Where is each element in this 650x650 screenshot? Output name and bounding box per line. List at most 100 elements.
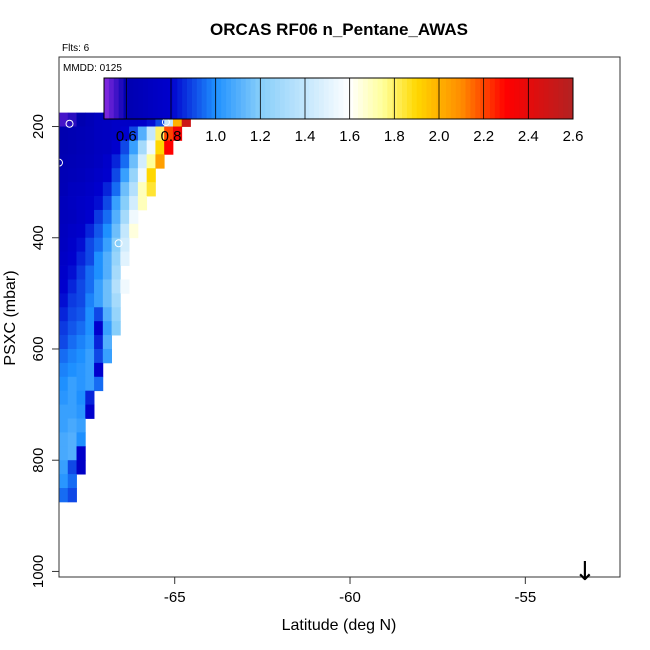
heatmap-cell [137,196,148,211]
heatmap-cell [111,265,121,280]
colorbar-segment [402,78,408,119]
heatmap-cell [102,209,112,225]
heatmap-cell [67,279,77,294]
heatmap-cell [59,112,69,127]
colorbar-segment [187,78,193,119]
heatmap-cell [94,279,104,294]
heatmap-cell [67,251,77,266]
colorbar-segment [519,78,525,119]
heatmap-cell [164,140,174,155]
colorbar-segment [314,78,320,119]
colorbar-segment [240,78,247,119]
colorbar-segment [533,78,540,119]
colorbar-tick-label: 2.0 [429,128,450,145]
heatmap-cell [76,418,86,433]
heatmap-cell [76,460,86,475]
heatmap-cell [111,237,121,253]
heatmap-cell [59,446,69,461]
heatmap-cell [129,112,139,127]
chart-title: ORCAS RF06 n_Pentane_AWAS [210,20,468,39]
colorbar-segment [318,78,325,119]
x-tick-label: -65 [164,589,186,606]
colorbar-segment [167,78,173,119]
heatmap-cell [85,154,95,169]
heatmap-cell [111,293,121,308]
colorbar-segment [221,78,227,119]
colorbar-segment [289,78,295,119]
colorbar-segment [529,78,535,119]
heatmap-cell [67,307,77,322]
heatmap-cell [120,196,130,211]
heatmap-cell [111,126,121,141]
heatmap-cell [137,140,148,155]
heatmap-cell [102,196,112,211]
colorbar-segment [260,78,266,119]
heatmap-cell [102,307,112,322]
colorbar-tick-label: 1.8 [384,128,405,145]
heatmap-cell [94,126,104,141]
heatmap-cell [85,209,95,225]
heatmap-cell [76,196,86,211]
heatmap-cell [67,446,77,461]
heatmap-cell [85,279,95,294]
heatmap-cell [102,237,112,253]
colorbar-segment [299,78,305,119]
colorbar-tick-label: 0.8 [161,128,182,145]
heatmap-cell [59,376,69,392]
heatmap-cell [59,168,69,183]
heatmap-cell [111,168,121,183]
heatmap-cell [85,362,95,378]
heatmap-cell [102,293,112,308]
heatmap-cell [59,418,69,433]
heatmap-cell [111,307,121,322]
heatmap-cell [94,154,104,169]
x-tick-label: -55 [514,589,536,606]
colorbar-tick-label: 1.0 [205,128,226,145]
heatmap-cell [111,154,121,169]
heatmap-cell [67,474,77,489]
colorbar-segment [411,78,418,119]
heatmap-cell [111,209,121,225]
colorbar-segment [445,78,452,119]
x-axis: -65 -60 -55 [164,577,536,606]
heatmap-cell [102,112,112,127]
heatmap-cell [94,362,104,378]
heatmap-cell [59,307,69,322]
heatmap-cell [67,321,77,336]
plot-frame [58,56,621,578]
heatmap-cell [76,168,86,183]
heatmap-cell [59,126,69,141]
heatmap-cell [67,265,77,280]
heatmap-cell [76,112,86,127]
heatmap-cell [94,140,104,155]
heatmap-cell [67,126,77,141]
heatmap-cell [85,237,95,253]
colorbar-segment [328,78,335,119]
colorbar-segment [480,78,486,119]
colorbar-segment [157,78,164,119]
colorbar-segment [499,78,506,119]
colorbar-segment [358,78,364,119]
colorbar: 0.6 0.8 1.0 1.2 1.4 1.6 1.8 2.0 2.2 2.4 2.6 [103,77,583,145]
heatmap-cell [129,223,139,239]
colorbar-segment [104,78,110,119]
colorbar-segment [323,78,330,119]
colorbar-segment [118,78,124,119]
colorbar-segment [309,78,315,119]
heatmap-cell [76,348,86,364]
heatmap-cell [76,209,86,225]
colorbar-segment [377,78,383,119]
heatmap-cell [76,432,86,447]
colorbar-segment [538,78,545,119]
y-tick-label: 1000 [30,555,47,588]
heatmap-cell [59,237,69,253]
heatmap-cell [111,321,121,336]
heatmap-cell [67,112,77,127]
colorbar-segment [543,78,549,119]
heatmap-cell [129,154,139,169]
heatmap-cell [137,112,148,127]
colorbar-segment [465,78,471,119]
heatmap-cell [94,321,104,336]
flights-note: Flts: 6 [62,43,90,54]
heatmap-cell [111,279,121,294]
